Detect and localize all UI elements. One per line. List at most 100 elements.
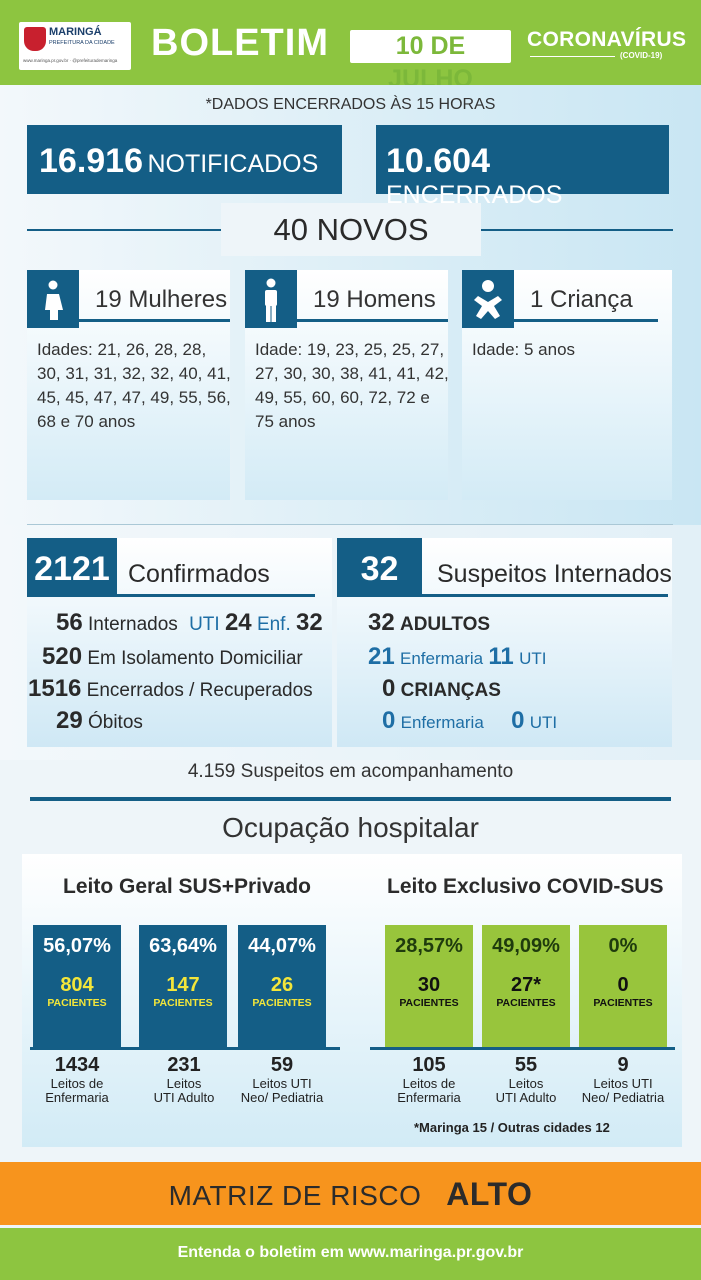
adult-enf-number: 21 bbox=[368, 643, 395, 670]
city-logo[interactable]: MARINGÁ PREFEITURA DA CIDADE www.maringa… bbox=[19, 22, 131, 70]
geral-col-enfermaria: 56,07% 804 PACIENTES bbox=[33, 925, 121, 1048]
leitos-count: 59 bbox=[270, 1054, 294, 1076]
footer-link[interactable]: Entenda o boletim em www.maringa.pr.gov.… bbox=[0, 1228, 701, 1280]
criancas-number: 0 bbox=[382, 675, 396, 702]
occupation-panel bbox=[22, 854, 682, 1147]
risk-label: MATRIZ DE RISCO bbox=[168, 1180, 422, 1211]
covid-baseline bbox=[370, 1047, 675, 1050]
occupation-title: Ocupação hospitalar bbox=[222, 812, 479, 843]
notificados-label: NOTIFICADOS bbox=[147, 150, 319, 178]
geral-baseline bbox=[30, 1047, 340, 1050]
men-ages: Idade: 19, 23, 25, 25, 27, 27, 30, 30, 3… bbox=[255, 340, 449, 431]
notificados-box: 16.916 NOTIFICADOS bbox=[27, 125, 342, 194]
leitos-label: Neo/ Pediatria bbox=[240, 1090, 324, 1105]
confirmed-label: Confirmados bbox=[128, 560, 270, 588]
covid-col-enfermaria: 28,57% 30 PACIENTES bbox=[385, 925, 473, 1048]
geral-leitos-uti-adulto: 231 Leitos UTI Adulto bbox=[134, 1054, 234, 1105]
pacientes-label: PACIENTES bbox=[593, 997, 653, 1009]
recuperados-row: 1516 Encerrados / Recuperados bbox=[28, 675, 313, 703]
page-title: BOLETIM bbox=[151, 22, 329, 64]
pacientes-label: PACIENTES bbox=[399, 997, 459, 1009]
logo-url: www.maringa.pr.gov.br · @prefeiturademar… bbox=[23, 58, 118, 63]
adult-uti-label: UTI bbox=[519, 649, 547, 668]
adultos-number: 32 bbox=[368, 609, 395, 636]
data-cutoff-note: *DADOS ENCERRADOS ÀS 15 HORAS bbox=[205, 96, 496, 113]
geral-pct: 63,64% bbox=[149, 935, 217, 957]
man-icon bbox=[245, 270, 297, 328]
leitos-count: 105 bbox=[412, 1054, 446, 1076]
topic-subtitle: (COVID-19) bbox=[620, 51, 663, 60]
covid-pacientes: 0 bbox=[617, 974, 629, 996]
enf-label: Enf. bbox=[256, 614, 291, 635]
woman-icon bbox=[27, 270, 79, 328]
child-card: 1 Criança Idade: 5 anos bbox=[462, 270, 672, 500]
acompanhamento-text: 4.159 Suspeitos em acompanhamento bbox=[187, 761, 514, 782]
obitos-label: Óbitos bbox=[87, 712, 143, 733]
child-uti-number: 0 bbox=[511, 707, 525, 734]
leitos-label: UTI Adulto bbox=[153, 1090, 215, 1105]
novos-casos-title: 40 NOVOS CASOS bbox=[221, 203, 481, 300]
geral-col-uti-neo: 44,07% 26 PACIENTES bbox=[238, 925, 326, 1048]
criancas-label: CRIANÇAS bbox=[400, 680, 501, 701]
encerrados-value: 10.604 bbox=[386, 142, 490, 180]
covid-pct: 28,57% bbox=[395, 935, 463, 957]
pacientes-label: PACIENTES bbox=[252, 997, 312, 1009]
men-underline bbox=[297, 319, 448, 322]
covid-footnote: *Maringa 15 / Outras cidades 12 bbox=[414, 1120, 610, 1135]
leitos-label: Leitos de bbox=[50, 1076, 104, 1091]
leitos-label: Leitos de bbox=[402, 1076, 456, 1091]
pacientes-label: PACIENTES bbox=[47, 997, 107, 1009]
child-underline bbox=[514, 319, 658, 322]
obitos-row: 29 Óbitos bbox=[56, 707, 143, 735]
suspects-label: Suspeitos Internados bbox=[437, 560, 672, 588]
leitos-label: Enfermaria bbox=[45, 1090, 109, 1105]
pacientes-label: PACIENTES bbox=[496, 997, 556, 1009]
topic-title: CORONAVÍRUS bbox=[527, 28, 687, 51]
men-title: 19 Homens bbox=[313, 286, 436, 313]
leitos-label: Leitos UTI bbox=[252, 1076, 312, 1091]
child-uti-label: UTI bbox=[529, 713, 558, 732]
women-underline bbox=[79, 319, 230, 322]
geral-pacientes: 804 bbox=[60, 974, 94, 996]
internados-row: 56 Internados UTI 24 Enf. 32 bbox=[56, 609, 323, 637]
covid-col-uti-neo: 0% 0 PACIENTES bbox=[579, 925, 667, 1048]
city-crest-icon bbox=[24, 27, 46, 51]
geral-pacientes: 26 bbox=[270, 974, 294, 996]
uti-number: 24 bbox=[224, 609, 252, 636]
covid-leitos-uti-adulto: 55 Leitos UTI Adulto bbox=[476, 1054, 576, 1105]
covid-pct: 49,09% bbox=[492, 935, 560, 957]
recuperados-label: Encerrados / Recuperados bbox=[86, 680, 313, 701]
logo-subtitle: PREFEITURA DA CIDADE bbox=[49, 40, 115, 46]
covid-leitos-uti-neo: 9 Leitos UTI Neo/ Pediatria bbox=[573, 1054, 673, 1105]
enf-number: 32 bbox=[296, 609, 323, 636]
leitos-count: 55 bbox=[514, 1054, 538, 1076]
adult-enf-label: Enfermaria bbox=[399, 649, 484, 668]
pacientes-label: PACIENTES bbox=[153, 997, 213, 1009]
geral-pct: 44,07% bbox=[248, 935, 316, 957]
leitos-count: 9 bbox=[617, 1054, 629, 1076]
geral-leitos-enfermaria: 1434 Leitos de Enfermaria bbox=[27, 1054, 127, 1105]
child-ages: Idade: 5 anos bbox=[472, 340, 576, 359]
confirmed-underline bbox=[117, 594, 315, 597]
women-title: 19 Mulheres bbox=[95, 286, 228, 313]
suspects-number: 32 bbox=[337, 538, 422, 597]
leitos-label: Enfermaria bbox=[397, 1090, 461, 1105]
geral-col-uti-adulto: 63,64% 147 PACIENTES bbox=[139, 925, 227, 1048]
isolamento-number: 520 bbox=[42, 643, 83, 670]
baby-icon bbox=[462, 270, 514, 328]
leitos-count: 231 bbox=[167, 1054, 201, 1076]
internados-label: Internados bbox=[87, 614, 178, 635]
suspects-underline bbox=[422, 594, 668, 597]
internados-number: 56 bbox=[56, 609, 83, 636]
topic-divider bbox=[530, 56, 615, 57]
geral-leitos-uti-neo: 59 Leitos UTI Neo/ Pediatria bbox=[232, 1054, 332, 1105]
adultos-row: 32 ADULTOS bbox=[368, 609, 490, 637]
child-enf-label: Enfermaria bbox=[400, 713, 484, 732]
criancas-row: 0 CRIANÇAS bbox=[382, 675, 501, 703]
child-beds-row: 0 Enfermaria 0 UTI bbox=[382, 707, 557, 735]
child-title: 1 Criança bbox=[530, 286, 633, 313]
obitos-number: 29 bbox=[56, 707, 83, 734]
date-badge: 10 DE JULHO bbox=[350, 30, 511, 93]
covid-col-uti-adulto: 49,09% 27* PACIENTES bbox=[482, 925, 570, 1048]
covid-leitos-enfermaria: 105 Leitos de Enfermaria bbox=[379, 1054, 479, 1105]
